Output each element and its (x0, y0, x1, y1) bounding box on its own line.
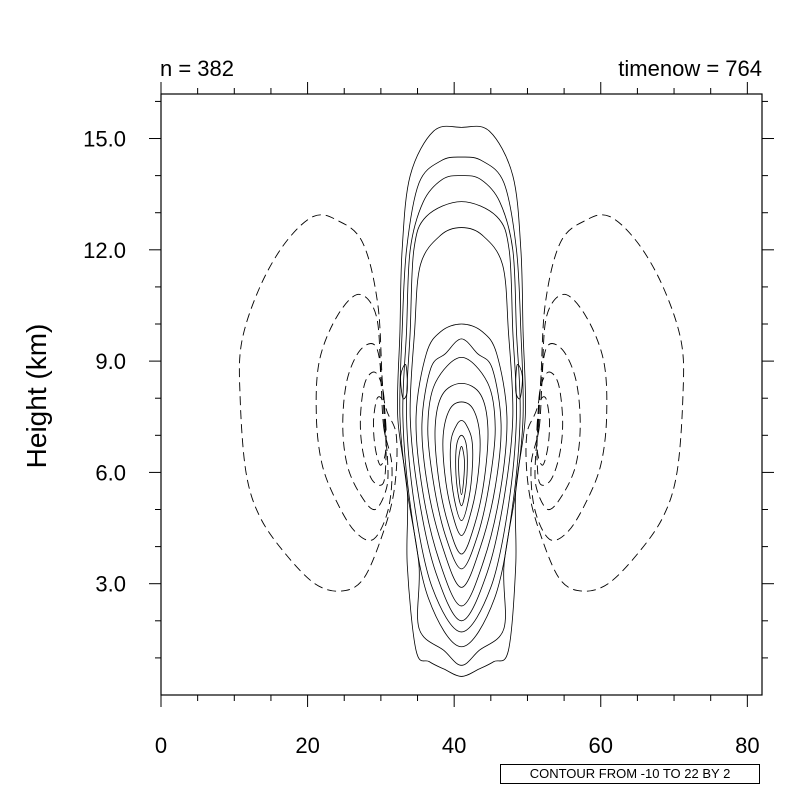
negative-contour-16 (315, 293, 393, 541)
negative-contour-17 (342, 343, 389, 510)
negative-contour-18 (359, 371, 387, 486)
y-tick-label-3: 3.0 (95, 572, 126, 597)
negative-contour-23 (536, 371, 564, 486)
contour-lines (238, 125, 685, 677)
positive-contour-3 (406, 201, 517, 633)
negative-contour-15 (238, 214, 398, 592)
title-left: n = 382 (160, 56, 234, 81)
negative-contour-21 (530, 293, 608, 541)
tick-labels: 0 20 40 60 80 3.0 6.0 9.0 12.0 15.0 (83, 127, 759, 758)
title-right: timenow = 764 (618, 56, 762, 81)
y-axis-title: Height (km) (21, 324, 52, 469)
negative-contour-24 (536, 396, 550, 466)
x-tick-label-0: 0 (155, 733, 167, 758)
x-tick-label-60: 60 (589, 733, 613, 758)
positive-contour-5 (415, 323, 508, 607)
y-tick-label-12: 12.0 (83, 238, 126, 263)
positive-contour-14 (515, 363, 523, 400)
positive-contour-4 (409, 227, 514, 622)
axis-ticks (149, 82, 774, 707)
positive-contour-1 (399, 156, 524, 666)
positive-contour-0 (397, 125, 526, 677)
plot-frame (160, 93, 763, 696)
positive-contour-8 (434, 382, 489, 555)
positive-contour-6 (421, 338, 502, 588)
positive-contour-13 (400, 363, 408, 400)
positive-contour-11 (455, 434, 468, 507)
positive-contour-2 (402, 175, 521, 648)
positive-contour-9 (442, 401, 481, 536)
negative-contour-22 (534, 343, 581, 510)
y-tick-label-15: 15.0 (83, 127, 126, 152)
x-tick-label-40: 40 (442, 733, 466, 758)
positive-contour-10 (449, 420, 474, 522)
y-tick-label-6: 6.0 (95, 460, 126, 485)
positive-contour-7 (427, 356, 496, 570)
y-tick-label-9: 9.0 (95, 349, 126, 374)
contour-info-box: CONTOUR FROM -10 TO 22 BY 2 (500, 764, 760, 784)
negative-contour-19 (373, 396, 387, 466)
contour-info-text: CONTOUR FROM -10 TO 22 BY 2 (529, 766, 731, 781)
negative-contour-20 (525, 214, 685, 592)
positive-contour-12 (458, 446, 465, 496)
x-tick-label-20: 20 (295, 733, 319, 758)
x-tick-label-80: 80 (735, 733, 759, 758)
